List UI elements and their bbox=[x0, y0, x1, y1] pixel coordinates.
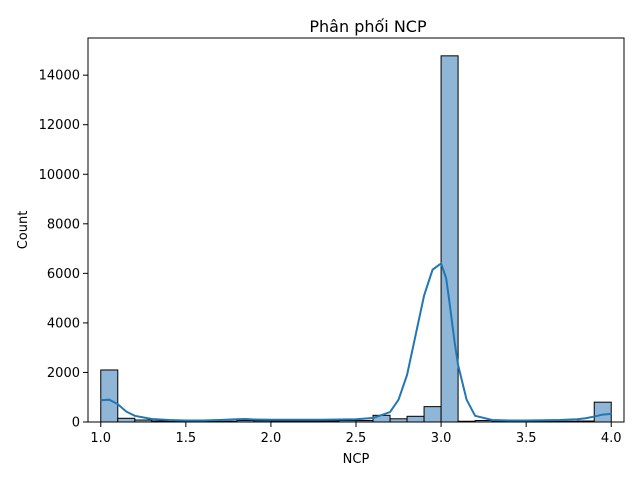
x-tick-label: 4.0 bbox=[601, 431, 622, 446]
histogram-bars bbox=[100, 55, 612, 423]
x-axis-label: NCP bbox=[343, 452, 370, 467]
x-tick-label: 3.5 bbox=[516, 431, 537, 446]
histogram-bar bbox=[423, 406, 442, 423]
y-tick-label: 10000 bbox=[39, 168, 80, 183]
x-tick-label: 1.0 bbox=[90, 431, 111, 446]
kde-curve bbox=[100, 261, 612, 422]
chart-title: Phân phối NCP bbox=[309, 17, 427, 36]
histogram-bar bbox=[117, 417, 136, 423]
y-tick-label: 4000 bbox=[47, 316, 80, 331]
y-tick-label: 14000 bbox=[39, 69, 80, 84]
y-tick-label: 8000 bbox=[47, 217, 80, 232]
y-tick-label: 12000 bbox=[39, 118, 80, 133]
y-tick-label: 6000 bbox=[47, 267, 80, 282]
x-tick-label: 3.0 bbox=[431, 431, 452, 446]
histogram-bar bbox=[100, 369, 119, 423]
histogram-bar bbox=[593, 401, 612, 423]
x-tick-label: 2.0 bbox=[261, 431, 282, 446]
y-axis-ticks: 0 2000 4000 6000 8000 10000 12000 14000 bbox=[39, 69, 88, 431]
histogram-bar bbox=[440, 55, 459, 423]
histogram-bar bbox=[406, 415, 425, 423]
x-tick-label: 2.5 bbox=[346, 431, 367, 446]
y-tick-label: 2000 bbox=[47, 366, 80, 381]
y-tick-label: 0 bbox=[72, 416, 80, 431]
plot-frame bbox=[87, 37, 625, 423]
y-axis-label: Count bbox=[16, 211, 31, 250]
x-axis-ticks: 1.0 1.5 2.0 2.5 3.0 3.5 4.0 bbox=[90, 422, 622, 446]
x-tick-label: 1.5 bbox=[175, 431, 196, 446]
